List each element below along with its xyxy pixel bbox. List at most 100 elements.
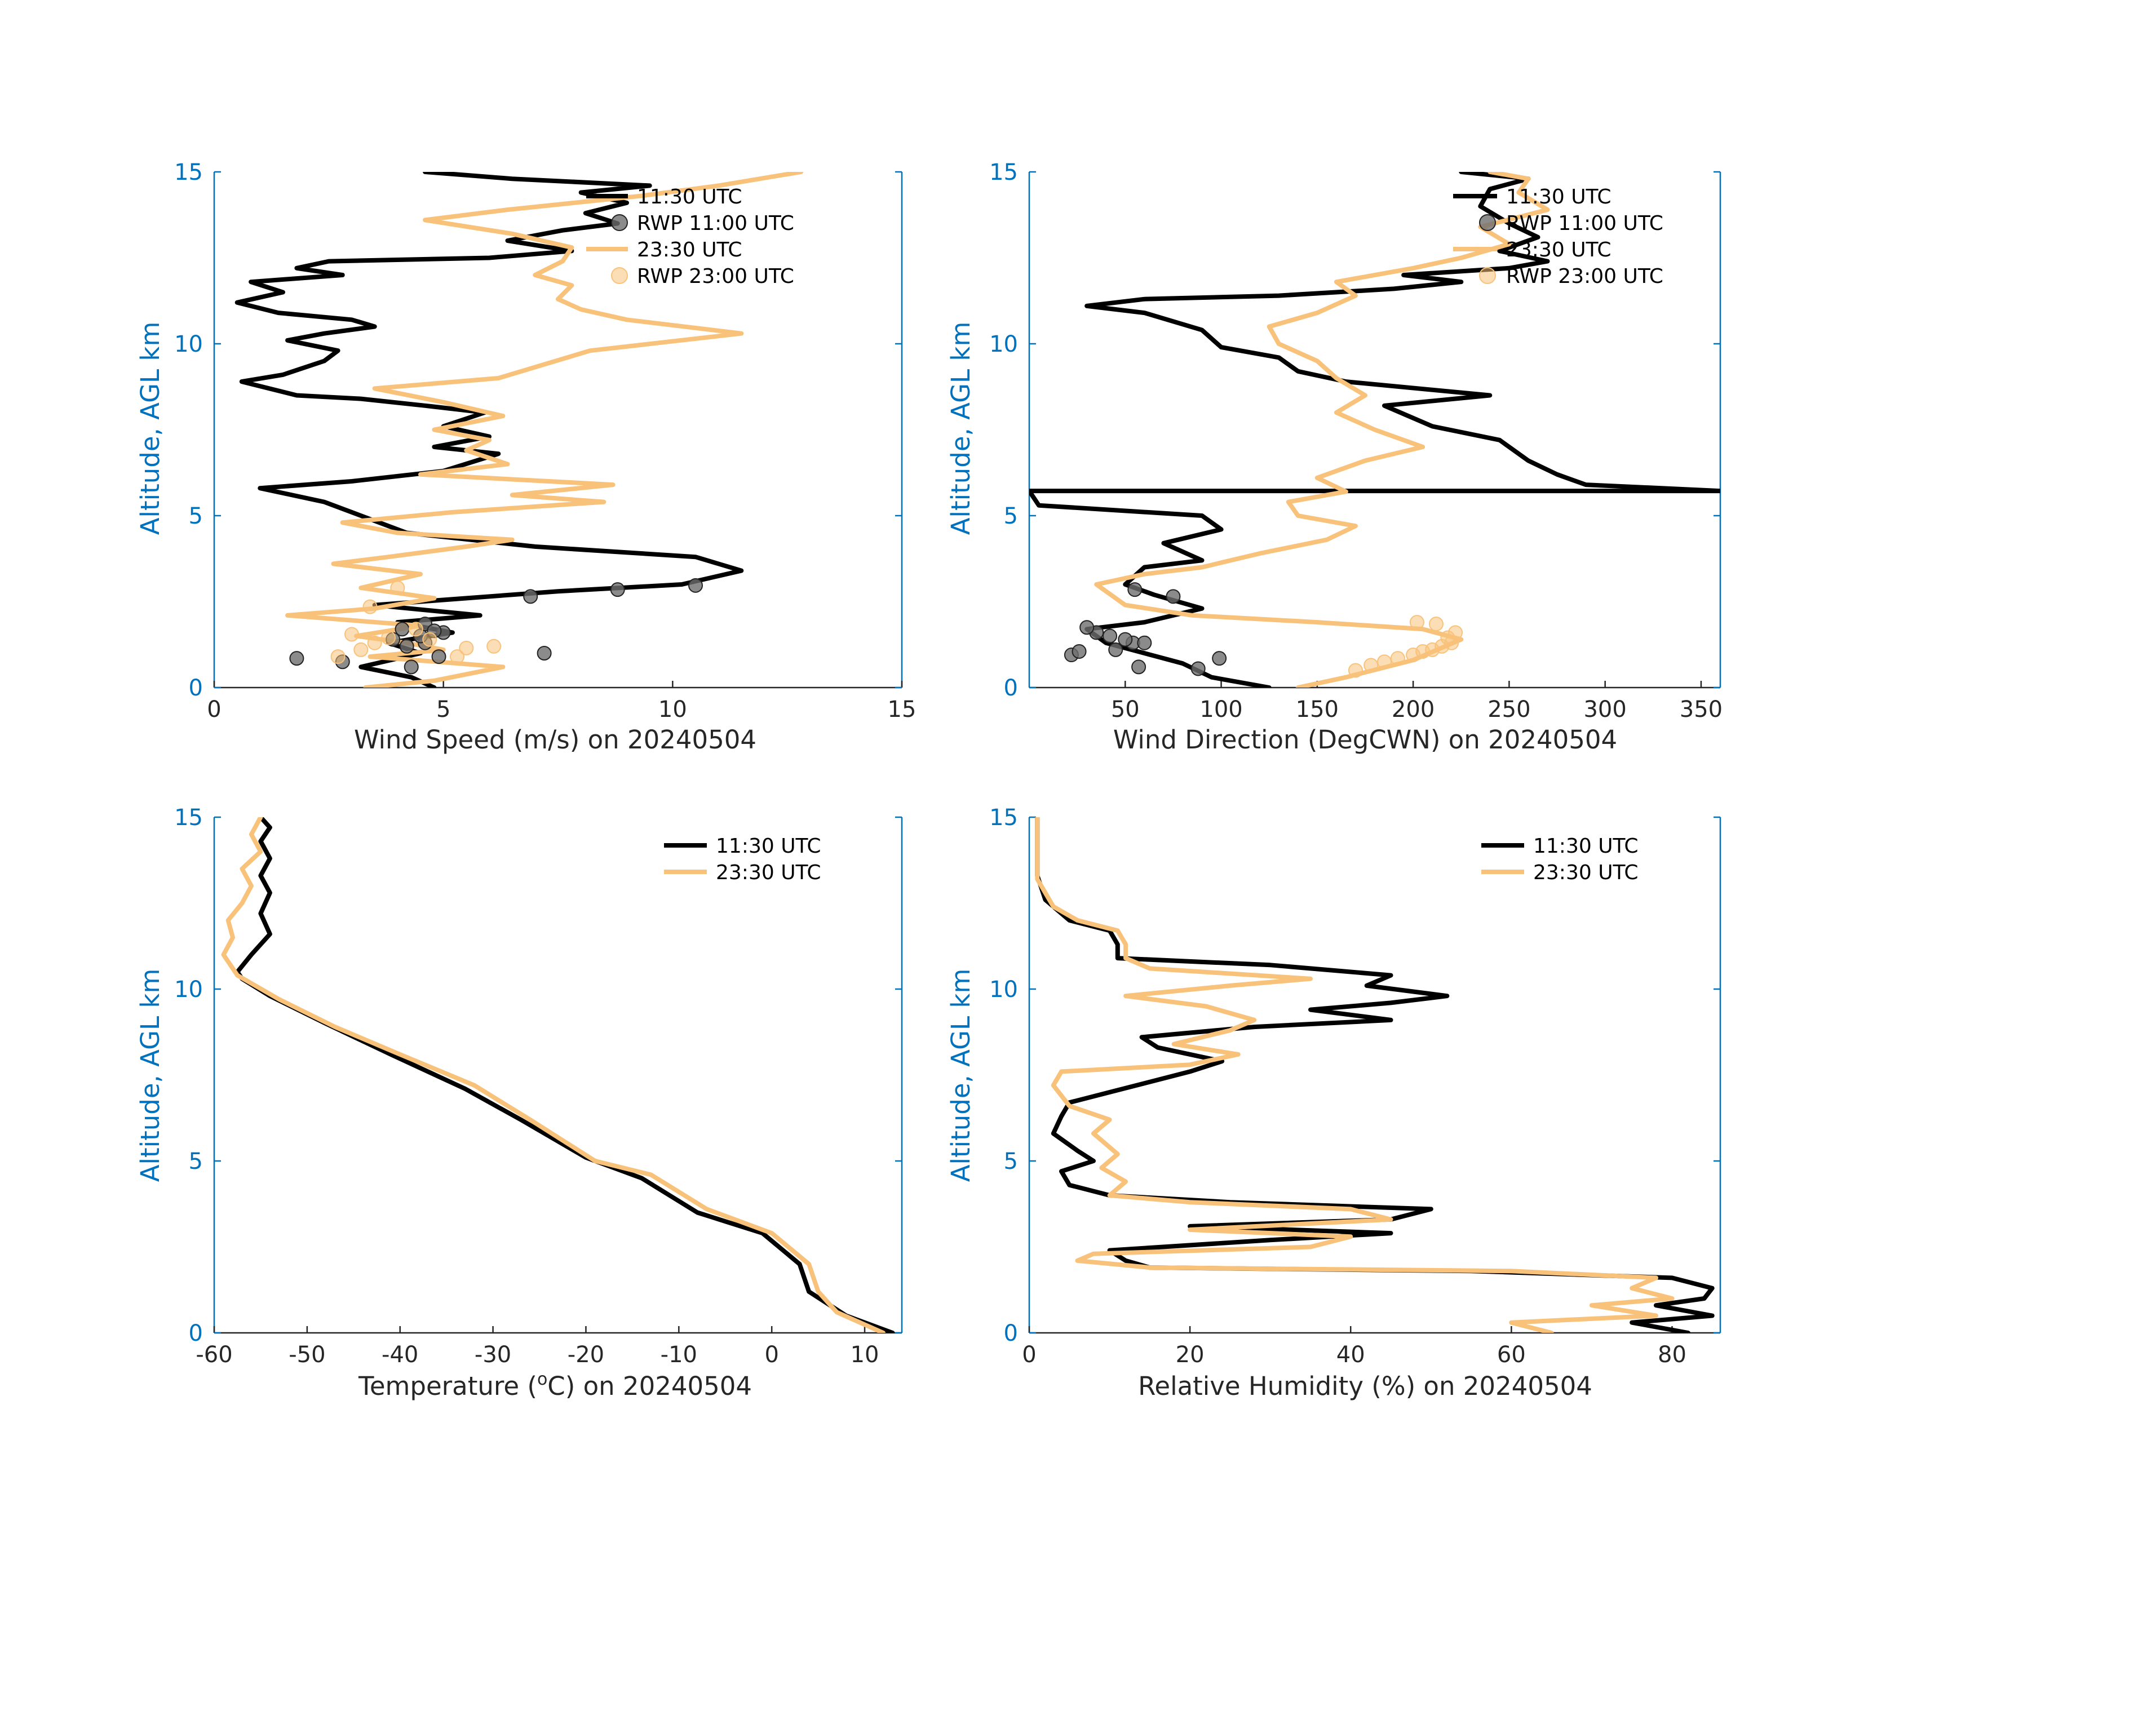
panel-wind-direction: 50 100 150 200 250 300 350 0 5 10 15 11:30 UTC RWP 1… xyxy=(946,159,1723,755)
wind-direction-point-rwp-11-00-utc xyxy=(1131,659,1146,675)
wind-speed-point-rwp-11-00-utc xyxy=(688,578,703,593)
wind-speed-point-rwp-23-00-utc xyxy=(344,627,359,642)
wind-direction-xtick-label: 150 xyxy=(1296,697,1339,723)
wind-speed-xtick-label: 0 xyxy=(207,697,221,723)
wind-direction-point-rwp-23-00-utc xyxy=(1377,654,1392,670)
wind-speed-point-rwp-11-00-utc xyxy=(523,589,538,604)
temperature-xtick-label: 0 xyxy=(764,1342,778,1368)
wind-direction-point-rwp-11-00-utc xyxy=(1072,644,1087,659)
temperature-legend-label-11-30-utc: 11:30 UTC xyxy=(716,835,821,858)
relative-humidity-series-group xyxy=(1035,817,1715,1333)
wind-speed-xtick-label: 15 xyxy=(888,697,917,723)
wind-speed-point-rwp-11-00-utc xyxy=(610,582,625,597)
relative-humidity-ytick-label: 0 xyxy=(1004,1320,1018,1346)
panel-relative-humidity: 0 20 40 60 80 0 5 10 15 11:30 UTC 23:30 UTC Relati… xyxy=(946,805,1721,1401)
wind-direction-plot-area: 50 100 150 200 250 300 350 0 5 10 15 11:30 UTC RWP 1… xyxy=(989,159,1723,723)
panel-wind-speed: 0 5 10 15 0 5 10 15 11:30 UTC RWP 11:00 UTC 23:30 … xyxy=(135,159,916,755)
wind-speed-point-rwp-23-00-utc xyxy=(367,635,382,650)
wind-speed-series-group xyxy=(234,172,804,688)
temperature-xtick-label: -30 xyxy=(475,1342,511,1368)
wind-direction-point-rwp-11-00-utc xyxy=(1079,620,1095,635)
wind-speed-point-rwp-11-00-utc xyxy=(289,651,304,666)
wind-direction-xtick-label: 50 xyxy=(1111,697,1140,723)
wind-speed-legend-swatch-rwp-11-00-utc xyxy=(611,214,628,231)
relative-humidity-ytick-label: 5 xyxy=(1004,1149,1018,1174)
wind-speed-ytick-label: 10 xyxy=(174,331,203,357)
wind-speed-plot-area: 0 5 10 15 0 5 10 15 11:30 UTC RWP 11:00 UTC 23:30 … xyxy=(174,159,916,723)
wind-speed-legend-label-rwp-11-00-utc: RWP 11:00 UTC xyxy=(637,212,794,235)
relative-humidity-xtick-label: 0 xyxy=(1022,1342,1036,1368)
wind-speed-legend-label-23-30-utc: 23:30 UTC xyxy=(637,238,742,261)
temperature-legend-label-23-30-utc: 23:30 UTC xyxy=(716,861,821,884)
wind-direction-legend-label-rwp-23-00-utc: RWP 23:00 UTC xyxy=(1506,265,1663,288)
wind-speed-point-rwp-23-00-utc xyxy=(450,649,465,664)
wind-direction-line-23-30-utc xyxy=(1094,172,1550,688)
temperature-line-23-30-utc xyxy=(221,817,886,1333)
wind-speed-point-rwp-23-00-utc xyxy=(353,642,369,657)
wind-direction-point-rwp-11-00-utc xyxy=(1190,661,1206,676)
wind-direction-point-rwp-11-00-utc xyxy=(1118,632,1133,647)
wind-direction-legend-label-11-30-utc: 11:30 UTC xyxy=(1506,185,1612,209)
temperature-xtick-label: -60 xyxy=(196,1342,232,1368)
temperature-xtick-label: -20 xyxy=(568,1342,604,1368)
wind-direction-xtick-label: 250 xyxy=(1487,697,1530,723)
temperature-ytick-label: 0 xyxy=(189,1320,203,1346)
wind-speed-point-rwp-11-00-utc xyxy=(404,659,419,675)
temperature-xlabel-post: C) on 20240504 xyxy=(547,1371,752,1401)
temperature-series-group xyxy=(221,817,895,1333)
relative-humidity-xlabel: Relative Humidity (%) on 20240504 xyxy=(1138,1371,1592,1401)
wind-direction-point-rwp-11-00-utc xyxy=(1166,589,1181,604)
wind-speed-point-rwp-23-00-utc xyxy=(362,599,378,614)
relative-humidity-xtick-label: 20 xyxy=(1176,1342,1205,1368)
wind-speed-point-rwp-23-00-utc xyxy=(459,640,474,655)
wind-speed-legend-label-11-30-utc: 11:30 UTC xyxy=(637,185,742,209)
wind-direction-legend-swatch-rwp-11-00-utc xyxy=(1479,214,1496,231)
temperature-ytick-label: 5 xyxy=(189,1149,203,1174)
relative-humidity-ytick-label: 10 xyxy=(989,977,1018,1003)
wind-speed-legend-label-rwp-23-00-utc: RWP 23:00 UTC xyxy=(637,265,794,288)
relative-humidity-plot-area: 0 20 40 60 80 0 5 10 15 11:30 UTC 23:30 UTC xyxy=(989,805,1721,1368)
panel-temperature: -60 -50 -40 -30 -20 -10 0 10 0 5 10 15 11:30 UTC 23:3… xyxy=(135,805,903,1401)
relative-humidity-ytick-label: 15 xyxy=(989,805,1018,831)
wind-speed-xtick-label: 5 xyxy=(436,697,450,723)
wind-direction-point-rwp-11-00-utc xyxy=(1127,582,1143,597)
relative-humidity-xtick-label: 60 xyxy=(1497,1342,1526,1368)
wind-direction-legend-label-rwp-11-00-utc: RWP 11:00 UTC xyxy=(1506,212,1663,235)
wind-direction-point-rwp-11-00-utc xyxy=(1108,642,1123,657)
wind-speed-ytick-label: 15 xyxy=(174,159,203,185)
wind-speed-xtick-label: 10 xyxy=(658,697,687,723)
wind-direction-xtick-label: 200 xyxy=(1392,697,1435,723)
wind-speed-point-rwp-23-00-utc xyxy=(422,632,437,647)
temperature-xlabel-sup: o xyxy=(537,1369,547,1389)
wind-direction-legend-label-23-30-utc: 23:30 UTC xyxy=(1506,238,1612,261)
wind-speed-point-rwp-23-00-utc xyxy=(381,630,396,645)
wind-speed-ytick-label: 0 xyxy=(189,675,203,701)
wind-direction-legend-swatch-rwp-23-00-utc xyxy=(1479,267,1496,284)
wind-speed-legend-swatch-rwp-23-00-utc xyxy=(611,267,628,284)
wind-speed-line-23-30-utc xyxy=(285,172,804,688)
wind-direction-point-rwp-11-00-utc xyxy=(1103,628,1118,644)
wind-speed-point-rwp-23-00-utc xyxy=(330,649,346,664)
temperature-xtick-label: 10 xyxy=(851,1342,879,1368)
relative-humidity-legend-label-11-30-utc: 11:30 UTC xyxy=(1533,835,1639,858)
temperature-xlabel-pre: Temperature ( xyxy=(358,1371,537,1401)
wind-direction-point-rwp-23-00-utc xyxy=(1348,663,1363,678)
wind-direction-point-rwp-11-00-utc xyxy=(1137,635,1152,650)
wind-direction-point-rwp-23-00-utc xyxy=(1428,617,1444,632)
temperature-plot-area: -60 -50 -40 -30 -20 -10 0 10 0 5 10 15 11:30 UTC 23:3… xyxy=(174,805,903,1368)
wind-speed-point-rwp-11-00-utc xyxy=(399,639,414,654)
relative-humidity-legend-label-23-30-utc: 23:30 UTC xyxy=(1533,861,1639,884)
wind-speed-point-rwp-11-00-utc xyxy=(537,646,552,661)
wind-direction-point-rwp-11-00-utc xyxy=(1212,651,1227,666)
temperature-xtick-label: -40 xyxy=(382,1342,418,1368)
wind-direction-ytick-label: 10 xyxy=(989,331,1018,357)
wind-speed-point-rwp-23-00-utc xyxy=(408,622,423,637)
relative-humidity-xtick-label: 40 xyxy=(1336,1342,1365,1368)
wind-direction-point-rwp-23-00-utc xyxy=(1448,625,1463,640)
temperature-xtick-label: -50 xyxy=(289,1342,325,1368)
wind-direction-ytick-label: 5 xyxy=(1004,503,1018,529)
wind-speed-point-rwp-11-00-utc xyxy=(431,649,446,664)
wind-direction-xtick-label: 100 xyxy=(1199,697,1242,723)
temperature-xlabel: Temperature (oC) on 20240504 xyxy=(358,1369,752,1401)
